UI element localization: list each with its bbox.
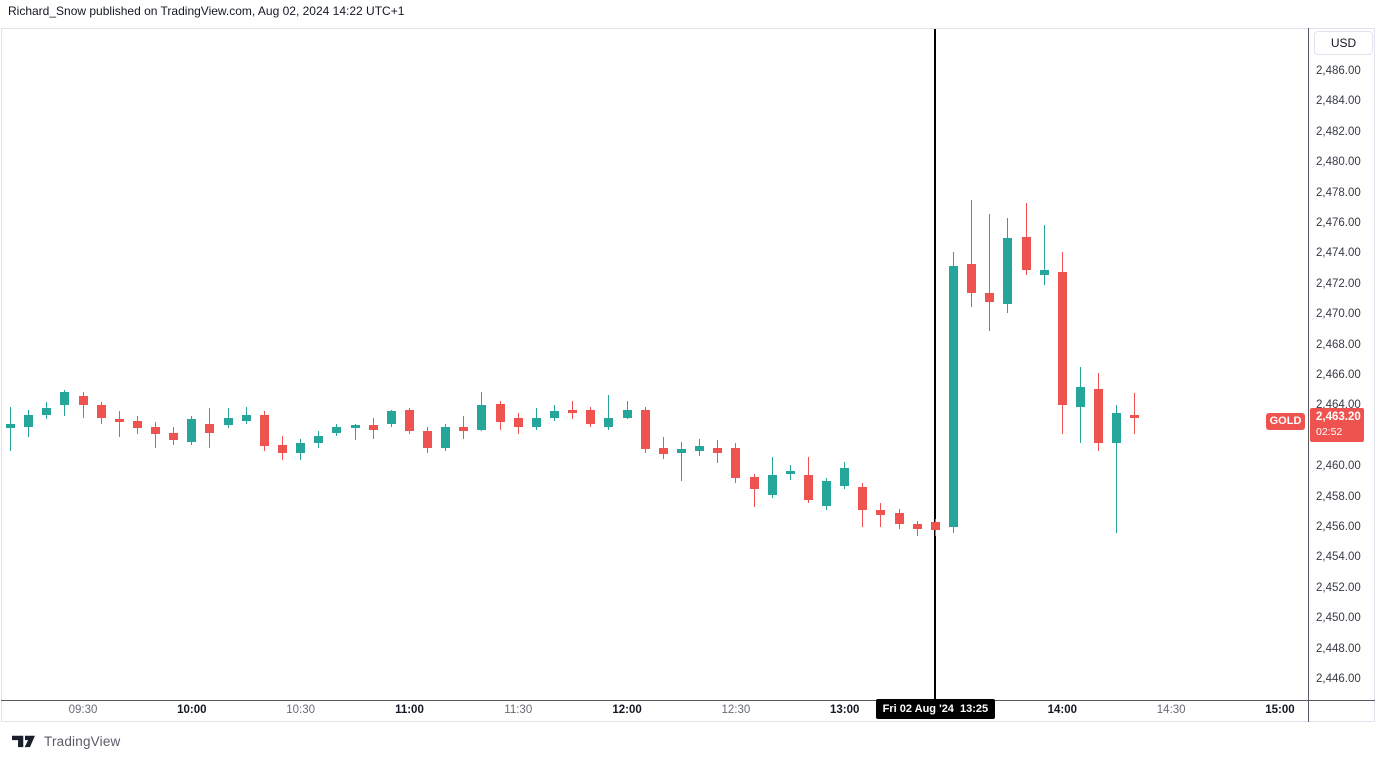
time-tick-label: 15:00 — [1265, 704, 1295, 716]
bar-countdown: 02:52 — [1316, 425, 1343, 438]
price-tick-label: 2,450.00 — [1316, 612, 1361, 625]
time-tick-label: 12:30 — [721, 704, 751, 716]
price-tick-label: 2,484.00 — [1316, 95, 1361, 108]
price-axis-separator — [1308, 28, 1309, 722]
currency-toggle-button[interactable]: USD — [1314, 31, 1373, 55]
time-tick-label: 10:00 — [177, 704, 207, 716]
event-time-badge: Fri 02 Aug '24 13:25 — [875, 699, 995, 719]
price-axis[interactable]: 2,486.00 2,484.00 2,482.00 2,480.00 2,478.00… — [1309, 28, 1375, 700]
attribution-text: Richard_Snow published on TradingView.co… — [8, 4, 405, 18]
price-tick-label: 2,456.00 — [1316, 521, 1361, 533]
price-tick-label: 2,452.00 — [1316, 581, 1361, 594]
price-tick-label: 2,468.00 — [1316, 338, 1361, 351]
time-tick-label: 10:30 — [286, 704, 316, 716]
time-axis[interactable]: 09:30 10:00 10:30 11:00 11:30 12:00 12:30 13:00… — [1, 701, 1308, 722]
time-tick-label: 14:00 — [1047, 704, 1078, 716]
brand-name: TradingView — [44, 733, 121, 749]
price-tick-label: 2,482.00 — [1316, 125, 1361, 138]
price-tick-label: 2,472.00 — [1316, 277, 1361, 290]
time-tick-label: 12:00 — [612, 704, 642, 716]
price-tick-label: 2,448.00 — [1316, 642, 1361, 655]
chart-widget — [1, 28, 1375, 722]
price-tick-label: 2,470.00 — [1316, 308, 1361, 321]
last-price-value: 2,463.20 — [1316, 410, 1361, 423]
brand-footer[interactable]: TradingView — [12, 733, 121, 749]
price-tick-label: 2,466.00 — [1316, 369, 1361, 381]
price-tick-label: 2,478.00 — [1316, 186, 1361, 199]
price-tick-label: 2,446.00 — [1316, 673, 1361, 685]
price-tick-label: 2,454.00 — [1316, 551, 1361, 564]
last-price-badge: 2,463.20 02:52 — [1310, 407, 1364, 442]
time-axis-separator — [1, 700, 1375, 701]
price-tick-label: 2,458.00 — [1316, 490, 1361, 503]
time-tick-label: 13:00 — [830, 704, 860, 716]
time-tick-label: 11:30 — [504, 704, 533, 716]
symbol-price-label: GOLD — [1266, 412, 1305, 430]
price-tick-label: 2,474.00 — [1316, 247, 1361, 260]
time-tick-label: 14:30 — [1156, 704, 1186, 716]
tradingview-logo-icon — [12, 733, 38, 749]
price-tick-label: 2,460.00 — [1316, 460, 1361, 473]
time-tick-label: 09:30 — [68, 704, 98, 716]
price-tick-label: 2,476.00 — [1316, 217, 1361, 229]
price-tick-label: 2,480.00 — [1316, 156, 1361, 169]
time-tick-label: 11:00 — [395, 704, 424, 716]
price-tick-label: 2,486.00 — [1316, 65, 1361, 77]
